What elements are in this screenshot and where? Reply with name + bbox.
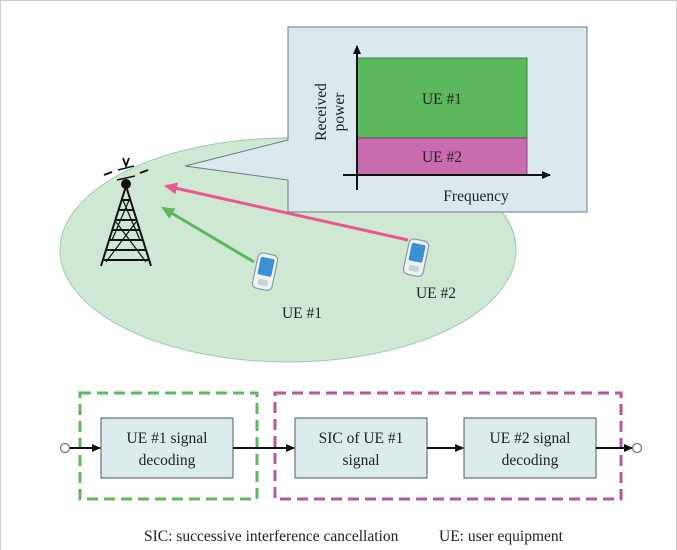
ue2-label: UE #2	[416, 285, 456, 302]
input-terminal	[59, 442, 71, 454]
block-ue2-decoding	[463, 417, 597, 479]
block-ue1-line1: UE #1 signal	[127, 430, 208, 447]
x-axis-label: Frequency	[443, 188, 509, 205]
ue1-phone-icon	[251, 252, 279, 292]
block-ue1-line2: decoding	[139, 452, 196, 469]
block-ue1-decoding	[100, 417, 234, 479]
block-sic-line1: SIC of UE #1	[319, 430, 404, 447]
block-ue2-line2: decoding	[502, 452, 559, 469]
band-ue1	[356, 57, 528, 139]
y-axis-label-line1: Received	[313, 83, 330, 141]
legend-sic: SIC: successive interference cancellatio…	[144, 528, 399, 545]
legend-ue: UE: user equipment	[439, 528, 563, 545]
block-sic-line2: signal	[342, 452, 379, 469]
ue1-label: UE #1	[282, 305, 322, 322]
block-sic	[294, 417, 428, 479]
ue2-phone-icon	[402, 238, 430, 278]
base-station-tower-icon	[100, 157, 152, 267]
ue2-uplink-arrow	[164, 182, 409, 242]
y-axis-label-line2: power	[331, 92, 348, 132]
decoding-group-ue2	[273, 391, 623, 501]
frame-left-border	[0, 0, 1, 550]
band-ue1-label: UE #1	[422, 91, 462, 108]
band-ue2-label: UE #2	[422, 149, 462, 166]
output-terminal	[631, 442, 643, 454]
block-ue2-line1: UE #2 signal	[490, 430, 571, 447]
ue1-uplink-arrow	[161, 206, 255, 264]
decoding-group-ue1	[78, 391, 259, 501]
